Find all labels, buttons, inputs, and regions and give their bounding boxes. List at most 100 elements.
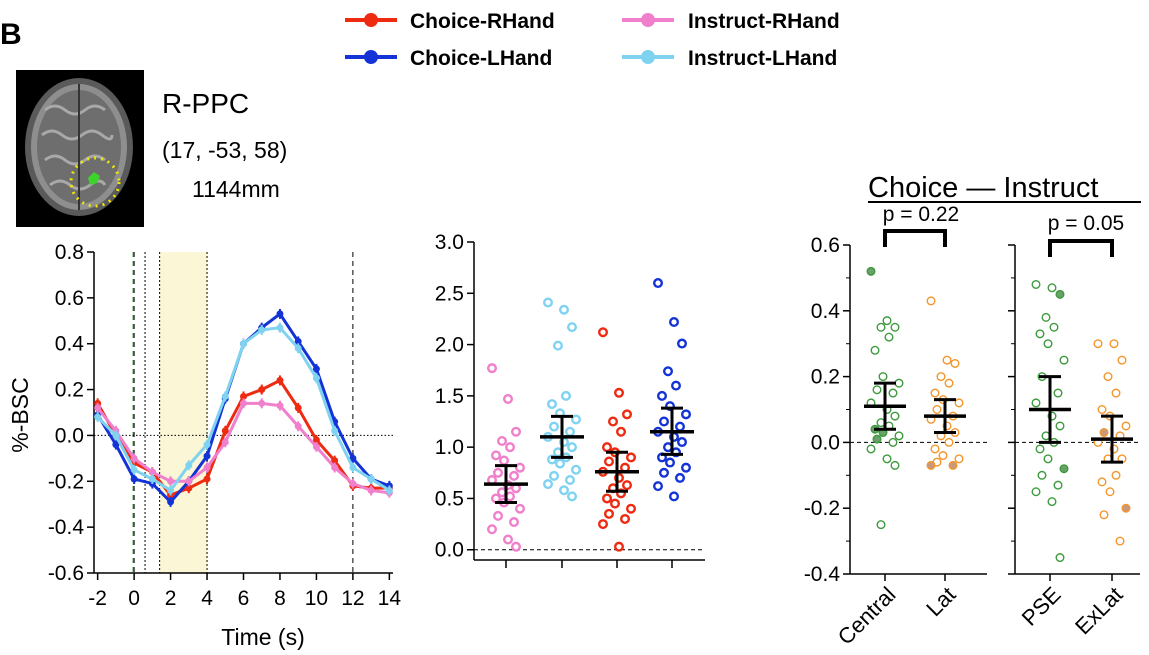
subject-point [1111, 388, 1121, 398]
subject-point [549, 470, 560, 481]
subject-point [543, 297, 554, 308]
subject-point [571, 414, 582, 425]
significance-bracket [883, 229, 947, 247]
subject-point [559, 485, 570, 496]
subject-point [547, 399, 558, 410]
condition-dot-plot: 0.0 0.5 1.0 1.5 2.0 2.5 3.0 [435, 231, 705, 568]
subject-point [493, 467, 504, 478]
subject-point [614, 541, 625, 552]
data-point [221, 438, 229, 446]
subject-point [509, 470, 520, 481]
legend-label-choice-lhand: Choice-LHand [410, 47, 552, 70]
subject-point [511, 541, 522, 552]
data-point [94, 413, 102, 421]
subject-point [1121, 503, 1131, 513]
data-point [294, 344, 302, 352]
subject-point [894, 378, 904, 388]
subject-point [938, 451, 948, 461]
legend-label-instruct-rhand: Instruct-RHand [688, 10, 840, 33]
subject-point [659, 416, 670, 427]
subject-point [626, 503, 637, 514]
subject-point [614, 387, 625, 398]
subject-point [1055, 553, 1065, 563]
x-tick-label: 12 [341, 587, 364, 610]
data-point [276, 324, 284, 332]
data-point [331, 464, 339, 472]
data-point [312, 365, 320, 373]
roi-coordinates: (17, -53, 58) [162, 137, 287, 163]
y-tick-label: 0.6 [55, 287, 84, 310]
subject-point [543, 479, 554, 490]
subject-point [890, 460, 900, 470]
subject-point [1047, 497, 1057, 507]
subject-point [571, 464, 582, 475]
subject-point [1115, 536, 1125, 546]
subject-point [657, 390, 668, 401]
subject-point [681, 409, 692, 420]
subject-point [1037, 470, 1047, 480]
subject-point [626, 452, 637, 463]
panel-label: B [0, 18, 22, 51]
subject-point [954, 398, 964, 408]
response-window-shade [159, 252, 208, 573]
data-point [294, 404, 302, 412]
data-point [167, 498, 175, 506]
data-point [367, 475, 375, 483]
subject-point [622, 409, 633, 420]
data-point [349, 454, 357, 462]
subject-point [950, 358, 960, 368]
y-tick-label: 0.2 [811, 366, 840, 389]
subject-point [669, 317, 680, 328]
roi-name: R-PPC [162, 88, 249, 119]
data-point [148, 475, 156, 483]
subject-point [671, 380, 682, 391]
subject-point [1097, 405, 1107, 415]
subject-point [1121, 421, 1131, 431]
y-tick-label: 0.0 [55, 424, 84, 447]
subject-point [487, 363, 498, 374]
subject-point [1043, 454, 1053, 464]
subject-point [608, 416, 619, 427]
subject-point [509, 517, 520, 528]
data-point [130, 475, 138, 483]
subject-point [1097, 477, 1107, 487]
subject-point [549, 421, 560, 432]
subject-point [610, 498, 621, 509]
subject-point [622, 480, 633, 491]
subject-point [1055, 421, 1065, 431]
data-point [294, 337, 302, 345]
subject-point [944, 437, 954, 447]
subject-point [932, 405, 942, 415]
subject-point [884, 332, 894, 342]
subject-point [894, 431, 904, 441]
subject-point [936, 372, 946, 382]
roi-volume: 1144mm [192, 176, 280, 202]
subject-point [876, 322, 886, 332]
legend-marker-choice-lhand [364, 50, 378, 64]
data-point [185, 461, 193, 469]
subject-point [930, 444, 940, 454]
subject-point [944, 378, 954, 388]
subject-point [1049, 322, 1059, 332]
data-point [312, 374, 320, 382]
y-tick-label: 1.5 [435, 385, 464, 408]
x-tick-label: 6 [238, 587, 250, 610]
data-point [331, 427, 339, 435]
time-course-chart: -0.6 -0.4 -0.2 0.0 0.2 0.4 0.6 0.8 -2 0 2 4 6 8 10 12 14 [48, 241, 402, 610]
subject-point [890, 411, 900, 421]
data-point [221, 427, 229, 435]
subject-point [565, 426, 576, 437]
subject-point [1099, 510, 1109, 520]
subject-point [882, 454, 892, 464]
subject-point [1103, 372, 1113, 382]
subject-point [1035, 444, 1045, 454]
subject-point [866, 266, 876, 276]
data-point [240, 399, 247, 407]
subject-point [505, 442, 516, 453]
subject-point [663, 366, 674, 377]
subject-point [926, 296, 936, 306]
time-course-x-label: Time (s) [221, 624, 304, 650]
subject-point [954, 454, 964, 464]
data-point [203, 464, 211, 472]
subject-point [598, 327, 609, 338]
